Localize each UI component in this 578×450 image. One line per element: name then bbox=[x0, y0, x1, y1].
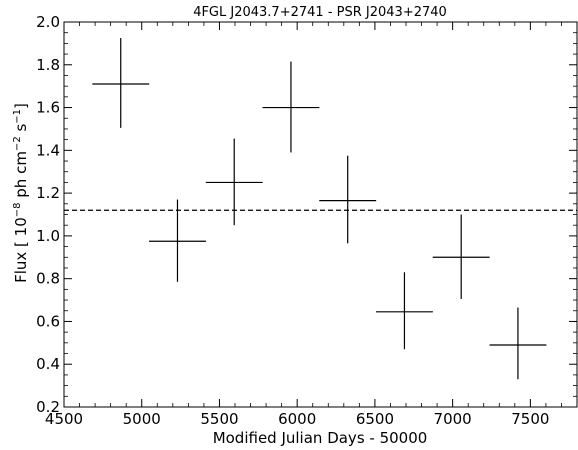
y-tick-label: 0.8 bbox=[36, 270, 60, 288]
y-axis-label-exp3: −1 bbox=[12, 109, 23, 124]
y-tick-label: 1.0 bbox=[36, 227, 60, 245]
y-tick-label: 1.8 bbox=[36, 56, 60, 74]
y-axis-label-prefix: Flux [ 10 bbox=[12, 217, 30, 283]
y-tick-label: 0.4 bbox=[36, 355, 60, 373]
x-tick-label: 5000 bbox=[123, 410, 161, 428]
y-axis-label: Flux [ 10−8 ph cm−2 s−1] bbox=[12, 103, 30, 283]
y-axis-label-exp2: −2 bbox=[12, 136, 23, 151]
x-tick-label: 4500 bbox=[45, 410, 83, 428]
y-axis-label-exp1: −8 bbox=[12, 202, 23, 217]
x-tick-label: 6500 bbox=[356, 410, 394, 428]
x-tick-label: 5500 bbox=[200, 410, 238, 428]
plot-area: 4500 5000 5500 6000 6500 7000 7500 0.2 0.4 0.6 0.8… bbox=[36, 13, 578, 428]
y-tick-label: 2.0 bbox=[36, 13, 60, 31]
x-tick-label: 7000 bbox=[434, 410, 472, 428]
y-axis-label-middle2: s bbox=[12, 124, 30, 137]
y-tick-label: 1.2 bbox=[36, 184, 60, 202]
x-axis-label: Modified Julian Days - 50000 bbox=[213, 429, 428, 447]
x-tick-label: 7500 bbox=[511, 410, 549, 428]
chart-title: 4FGL J2043.7+2741 - PSR J2043+2740 bbox=[193, 5, 447, 20]
svg-text:Flux [ 10−8 ph cm−2 s−1]: Flux [ 10−8 ph cm−2 s−1] bbox=[12, 103, 30, 283]
y-tick-label: 1.4 bbox=[36, 141, 60, 159]
x-tick-label: 6000 bbox=[278, 410, 316, 428]
y-tick-label: 0.6 bbox=[36, 312, 60, 330]
y-axis-label-middle: ph cm bbox=[12, 151, 30, 202]
y-tick-label: 0.2 bbox=[36, 398, 60, 416]
y-tick-label: 1.6 bbox=[36, 99, 60, 117]
y-axis-label-suffix: ] bbox=[12, 103, 30, 109]
axes-frame bbox=[63, 21, 578, 408]
